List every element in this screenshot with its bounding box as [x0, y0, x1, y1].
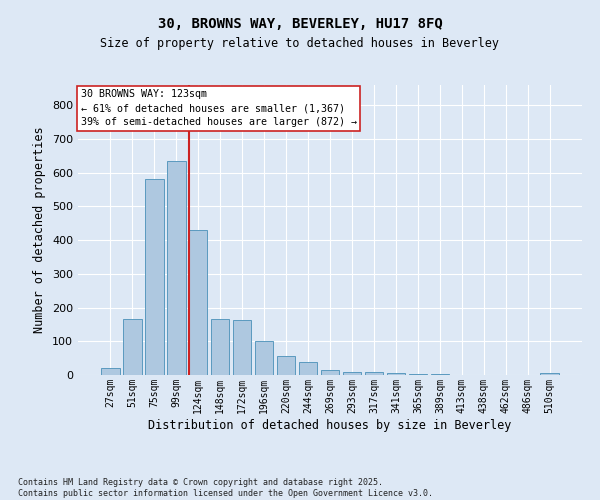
Y-axis label: Number of detached properties: Number of detached properties: [34, 126, 46, 334]
Bar: [189, 230, 208, 375]
X-axis label: Distribution of detached houses by size in Beverley: Distribution of detached houses by size …: [148, 418, 512, 432]
Text: 30 BROWNS WAY: 123sqm
← 61% of detached houses are smaller (1,367)
39% of semi-d: 30 BROWNS WAY: 123sqm ← 61% of detached …: [80, 90, 356, 128]
Bar: [211, 320, 229, 375]
Bar: [145, 180, 164, 375]
Bar: [255, 340, 274, 375]
Bar: [365, 372, 383, 375]
Bar: [386, 374, 405, 375]
Bar: [431, 374, 449, 375]
Text: Size of property relative to detached houses in Beverley: Size of property relative to detached ho…: [101, 38, 499, 51]
Bar: [541, 374, 559, 375]
Text: Contains HM Land Registry data © Crown copyright and database right 2025.
Contai: Contains HM Land Registry data © Crown c…: [18, 478, 433, 498]
Bar: [123, 320, 142, 375]
Bar: [233, 320, 251, 375]
Text: 30, BROWNS WAY, BEVERLEY, HU17 8FQ: 30, BROWNS WAY, BEVERLEY, HU17 8FQ: [158, 18, 442, 32]
Bar: [277, 356, 295, 375]
Bar: [343, 372, 361, 375]
Bar: [299, 362, 317, 375]
Bar: [167, 161, 185, 375]
Bar: [409, 374, 427, 375]
Bar: [101, 368, 119, 375]
Bar: [320, 370, 340, 375]
